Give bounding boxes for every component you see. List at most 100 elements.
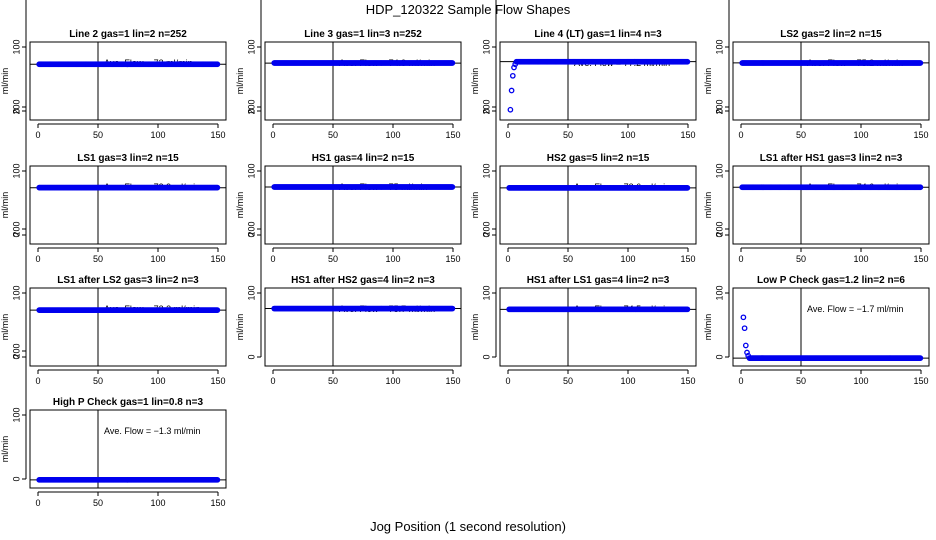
data-point <box>684 306 691 313</box>
y-axis-label: ml/min <box>0 436 10 463</box>
x-tick-label: 50 <box>93 254 103 264</box>
y-tick-label: 0 <box>246 108 256 113</box>
x-tick-label: 0 <box>270 254 275 264</box>
y-tick-label: 200 <box>11 221 21 236</box>
subplot-1: Line 2 gas=1 lin=2 n=252 0 50 100 150 0 100 200… <box>0 0 227 140</box>
plot-frame <box>264 41 462 121</box>
subplot-3: Line 4 (LT) gas=1 lin=4 n=3 0 50 100 150 0 100… <box>470 0 697 140</box>
subplot-9: LS1 after LS2 gas=3 lin=2 n=3 0 50 100 150 0 1… <box>0 221 227 386</box>
x-tick-label: 100 <box>853 376 868 386</box>
page-title: HDP_120322 Sample Flow Shapes <box>365 2 571 17</box>
plot-frame <box>29 409 227 489</box>
subplot-10: HS1 after HS2 gas=4 lin=2 n=3 0 50 100 150 0 1… <box>235 221 462 386</box>
data-point <box>741 325 748 332</box>
plot-frame <box>264 165 462 245</box>
data-point <box>508 87 515 94</box>
data-point <box>449 184 456 190</box>
y-axis-label: ml/min <box>0 192 10 219</box>
y-tick-label: 100 <box>481 285 491 300</box>
y-tick-label: 0 <box>714 354 724 359</box>
data-point <box>917 355 924 361</box>
y-tick-label: 0 <box>11 354 21 359</box>
y-axis-label: ml/min <box>0 68 10 95</box>
x-tick-label: 50 <box>93 498 103 508</box>
y-tick-label: 100 <box>246 39 256 54</box>
y-axis-label: ml/min <box>470 192 480 219</box>
y-axis-label: ml/min <box>703 314 713 341</box>
data-point <box>684 185 691 191</box>
y-axis-label: ml/min <box>0 314 10 341</box>
subplot-4: LS2 gas=2 lin=2 n=15 0 50 100 150 0 100 200ml/m… <box>703 0 930 140</box>
y-tick-label: 0 <box>481 108 491 113</box>
x-tick-label: 100 <box>385 376 400 386</box>
y-tick-label: 0 <box>11 108 21 113</box>
subplot-2: Line 3 gas=1 lin=3 n=252 0 50 100 150 0 100 200… <box>235 0 462 140</box>
subplot-6: HS1 gas=4 lin=2 n=150 50 100 1500100200ml/m… <box>235 99 462 264</box>
x-tick-label: 50 <box>93 376 103 386</box>
data-point <box>917 184 924 191</box>
x-tick-label: 100 <box>150 498 165 508</box>
x-tick-label: 150 <box>210 254 225 264</box>
x-tick-label: 50 <box>563 254 573 264</box>
subplot-title: LS1 gas=3 lin=2 n=15 <box>77 153 179 164</box>
y-tick-label: 200 <box>246 221 256 236</box>
y-tick-label: 100 <box>246 163 256 178</box>
subplot-11: HS1 after LS1 gas=4 lin=2 n=3 0 50 100 150 0 1… <box>470 221 697 386</box>
x-tick-label: 0 <box>505 376 510 386</box>
x-tick-label: 0 <box>505 130 510 140</box>
x-tick-label: 50 <box>563 130 573 140</box>
subplot-title: Low P Check gas=1.2 lin=2 n=6 <box>757 275 905 286</box>
data-point <box>744 349 750 356</box>
x-tick-label: 0 <box>270 130 275 140</box>
x-tick-label: 50 <box>796 254 806 264</box>
x-tick-label: 50 <box>328 254 338 264</box>
data-point <box>214 307 221 313</box>
subplot-title: LS1 after LS2 gas=3 lin=2 n=3 <box>57 275 199 286</box>
x-tick-label: 100 <box>385 254 400 264</box>
y-tick-label: 0 <box>11 476 21 481</box>
y-tick-label: 100 <box>714 39 724 54</box>
x-tick-label: 50 <box>93 130 103 140</box>
plot-frame <box>29 41 227 121</box>
x-tick-label: 50 <box>563 376 573 386</box>
data-point <box>214 476 221 483</box>
x-tick-label: 50 <box>328 130 338 140</box>
plot-frame <box>732 287 930 367</box>
subplot-title: LS1 after HS1 gas=3 lin=2 n=3 <box>760 153 903 164</box>
subplot-title: Line 4 (LT) gas=1 lin=4 n=3 <box>534 29 662 40</box>
x-tick-label: 150 <box>913 254 928 264</box>
average-flow-annotation: Ave. Flow = −1.3 ml/min <box>104 426 200 436</box>
data-point <box>449 305 456 312</box>
y-tick-label: 100 <box>11 407 21 422</box>
x-tick-label: 0 <box>505 254 510 264</box>
y-tick-label: 100 <box>714 285 724 300</box>
y-tick-label: 0 <box>11 232 21 237</box>
plot-frame <box>264 287 462 367</box>
plot-frame <box>732 165 930 245</box>
y-axis-label: ml/min <box>235 192 245 219</box>
x-tick-label: 150 <box>913 130 928 140</box>
data-point <box>509 72 516 79</box>
data-point <box>684 58 691 65</box>
plot-frame <box>732 41 930 121</box>
x-tick-label: 0 <box>35 254 40 264</box>
subplot-5: LS1 gas=3 lin=2 n=150 50 100 1500100200ml/m… <box>0 99 227 264</box>
y-tick-label: 100 <box>246 285 256 300</box>
y-tick-label: 200 <box>714 221 724 236</box>
plot-frame <box>499 165 697 245</box>
y-tick-label: 200 <box>246 99 256 114</box>
y-tick-label: 0 <box>481 232 491 237</box>
data-point <box>214 184 221 191</box>
y-axis-label: ml/min <box>470 314 480 341</box>
plot-frame <box>29 287 227 367</box>
subplot-title: HS1 after LS1 gas=4 lin=2 n=3 <box>527 275 670 286</box>
plot-frame <box>29 165 227 245</box>
x-tick-label: 100 <box>150 254 165 264</box>
x-tick-label: 0 <box>738 376 743 386</box>
y-tick-label: 100 <box>714 163 724 178</box>
x-tick-label: 0 <box>738 130 743 140</box>
subplot-title: High P Check gas=1 lin=0.8 n=3 <box>53 397 204 408</box>
y-tick-label: 200 <box>481 99 491 114</box>
subplot-title: Line 2 gas=1 lin=2 n=252 <box>69 29 187 40</box>
